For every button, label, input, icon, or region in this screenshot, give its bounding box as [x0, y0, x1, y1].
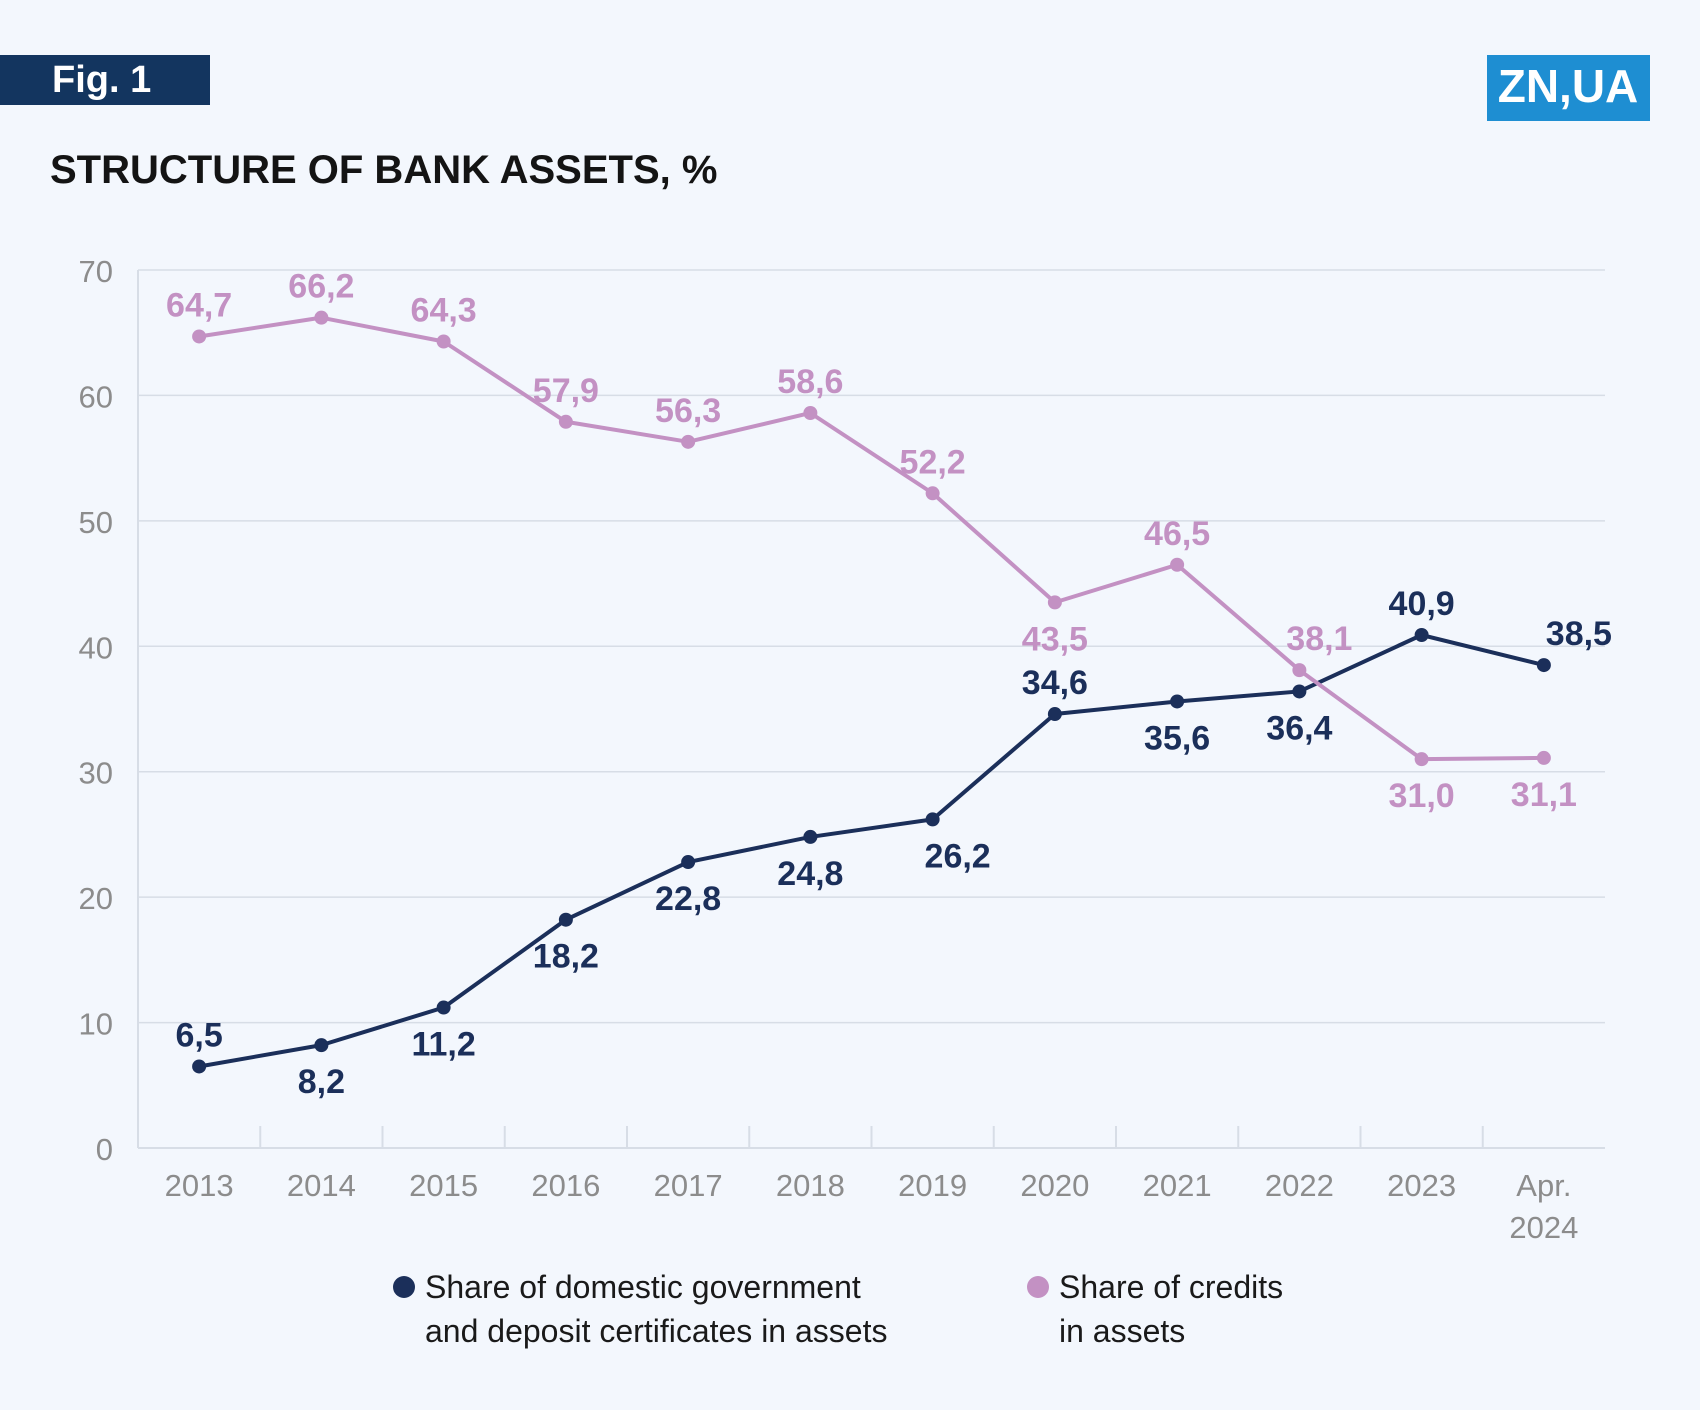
data-label-credits: 46,5 [1144, 515, 1210, 553]
data-label-government-securities: 38,5 [1546, 615, 1612, 653]
data-point-government-securities [803, 829, 818, 844]
x-tick-label: 2022 [1265, 1168, 1334, 1203]
zn-ua-logo: ZN,UA [1487, 55, 1650, 121]
data-label-government-securities: 6,5 [175, 1016, 222, 1054]
data-point-credits [314, 310, 329, 325]
data-label-government-securities: 22,8 [655, 880, 721, 918]
data-point-government-securities [192, 1059, 207, 1074]
x-tick-label: 2019 [898, 1168, 967, 1203]
data-point-credits [436, 334, 451, 349]
data-label-government-securities: 35,6 [1144, 719, 1210, 757]
data-point-government-securities [1414, 627, 1429, 642]
data-point-government-securities [1292, 684, 1307, 699]
data-label-credits: 56,3 [655, 392, 721, 430]
figure-label: Fig. 1 [0, 55, 210, 105]
data-point-credits [803, 405, 818, 420]
data-label-credits: 64,7 [166, 286, 232, 324]
data-label-credits: 57,9 [533, 372, 599, 410]
legend-label-government-line1: Share of domestic government [425, 1269, 861, 1305]
data-point-credits [1170, 557, 1185, 572]
data-label-government-securities: 8,2 [298, 1063, 345, 1101]
x-tick-label: 2016 [531, 1168, 600, 1203]
data-label-government-securities: 11,2 [411, 1026, 475, 1064]
data-point-credits [1047, 595, 1062, 610]
legend-label-credits-line1: Share of credits [1059, 1269, 1284, 1305]
data-label-government-securities: 26,2 [925, 837, 991, 875]
x-tick-label: 2015 [409, 1168, 478, 1203]
data-point-credits [1292, 663, 1307, 678]
data-point-credits [925, 486, 940, 501]
data-point-government-securities [1170, 694, 1185, 709]
y-tick-label: 10 [79, 1007, 113, 1042]
data-point-government-securities [1047, 707, 1062, 722]
series-line-government-securities [198, 632, 1545, 1069]
data-label-credits: 38,1 [1286, 620, 1352, 658]
data-point-government-securities [558, 912, 573, 927]
logo-text: ZN,UA [1498, 60, 1639, 112]
data-point-government-securities [1536, 658, 1551, 673]
x-tick-label: 2017 [654, 1168, 723, 1203]
x-tick-label: 2023 [1387, 1168, 1456, 1203]
chart-title: STRUCTURE OF BANK ASSETS, % [50, 148, 718, 192]
data-point-credits [192, 329, 207, 344]
x-tick-label: 2021 [1143, 1168, 1212, 1203]
data-label-credits: 58,6 [777, 363, 843, 401]
x-tick-label: 2014 [287, 1168, 356, 1203]
data-label-credits: 43,5 [1022, 620, 1088, 658]
data-label-government-securities: 36,4 [1266, 709, 1332, 747]
y-tick-label: 30 [79, 756, 113, 791]
x-tick-label: 2013 [165, 1168, 234, 1203]
line-chart: 0 10 20 30 40 50 60 70 2013 2014 2015 2016 2017 2018 2… [79, 254, 1612, 1245]
y-tick-label: 0 [96, 1132, 113, 1167]
y-tick-label: 20 [79, 881, 113, 916]
data-point-credits [558, 414, 573, 429]
y-tick-label: 40 [79, 630, 113, 665]
x-tick-label: 2018 [776, 1168, 845, 1203]
data-label-credits: 31,1 [1511, 776, 1577, 814]
data-label-government-securities: 40,9 [1389, 585, 1455, 623]
series-line-credits [198, 315, 1544, 762]
y-tick-label: 70 [79, 254, 113, 289]
legend-marker-government [393, 1276, 415, 1298]
data-label-credits: 66,2 [288, 268, 354, 306]
legend-label-government-line2: and deposit certificates in assets [425, 1313, 888, 1349]
data-label-government-securities: 24,8 [777, 855, 843, 893]
x-tick-label: 2024 [1509, 1210, 1578, 1245]
data-label-government-securities: 34,6 [1022, 664, 1088, 702]
data-point-government-securities [681, 855, 696, 870]
data-point-credits [1414, 752, 1429, 767]
data-point-government-securities [314, 1038, 329, 1053]
legend-label-credits-line2: in assets [1059, 1313, 1186, 1349]
legend-marker-credits [1027, 1276, 1049, 1298]
y-tick-label: 60 [79, 379, 113, 414]
data-point-credits [1536, 750, 1551, 765]
data-label-credits: 52,2 [900, 443, 966, 481]
x-tick-label: Apr. [1516, 1168, 1571, 1203]
data-label-credits: 31,0 [1389, 777, 1455, 815]
data-label-credits: 64,3 [411, 291, 477, 329]
data-point-government-securities [436, 1000, 451, 1015]
y-tick-label: 50 [79, 505, 113, 540]
data-label-government-securities: 18,2 [533, 938, 599, 976]
data-point-government-securities [925, 812, 940, 827]
x-tick-label: 2020 [1020, 1168, 1089, 1203]
data-point-credits [681, 434, 696, 449]
